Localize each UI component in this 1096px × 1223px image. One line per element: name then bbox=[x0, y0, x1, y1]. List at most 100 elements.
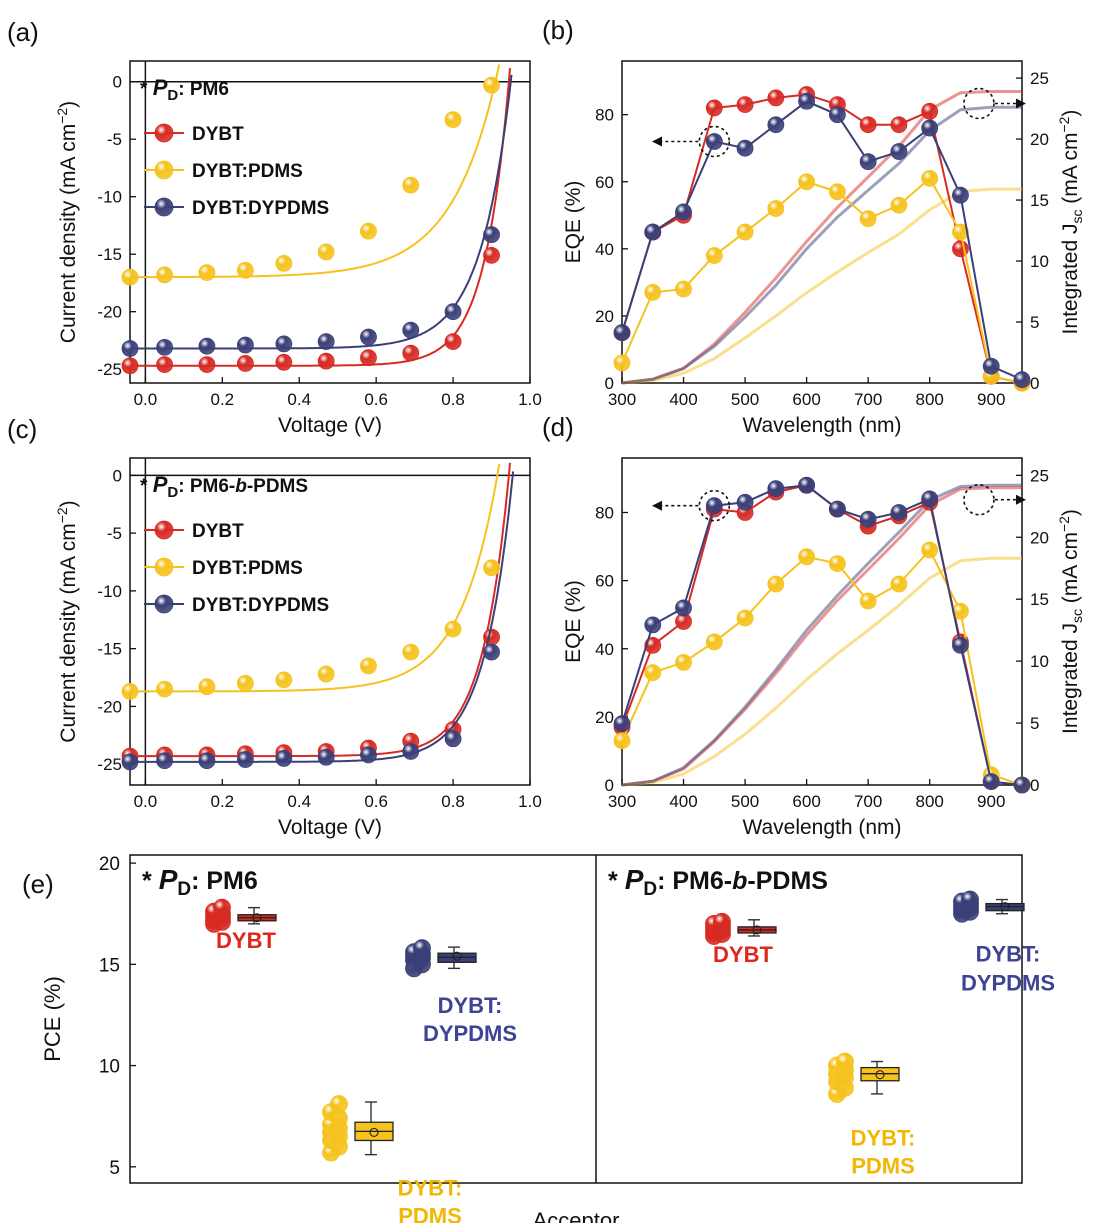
box-label: DYPDMS bbox=[961, 971, 1055, 996]
legend-label: DYBT:PDMS bbox=[192, 161, 303, 182]
legend-marker bbox=[154, 197, 174, 217]
data-point bbox=[317, 352, 335, 370]
data-point bbox=[613, 354, 631, 372]
y2-axis-label: Integrated Jsc (mA cm−2) bbox=[1056, 509, 1085, 734]
box-label: DYBT: bbox=[438, 993, 503, 1018]
data-point bbox=[859, 592, 877, 610]
left-arrow-head bbox=[652, 136, 662, 147]
data-point bbox=[121, 268, 139, 286]
legend-marker bbox=[154, 520, 174, 540]
y-axis-label-close: ) bbox=[57, 500, 80, 507]
x-tick-label: 300 bbox=[608, 792, 636, 811]
x-tick-label: 0.2 bbox=[210, 792, 234, 811]
data-point bbox=[317, 243, 335, 261]
x-tick-label: 0.6 bbox=[364, 792, 388, 811]
box-dybt: DYBT bbox=[705, 912, 777, 967]
box-label: DYBT: bbox=[398, 1175, 463, 1200]
data-point bbox=[444, 333, 462, 351]
data-point bbox=[644, 616, 662, 634]
legend-label: DYBT:DYPDMS bbox=[192, 198, 329, 219]
data-point bbox=[921, 490, 939, 508]
plot-frame bbox=[621, 60, 1023, 384]
right-arrow-head bbox=[1016, 98, 1026, 109]
raw-data-point bbox=[961, 890, 979, 909]
box-label: DYBT: bbox=[851, 1126, 916, 1151]
data-point bbox=[952, 186, 969, 204]
legend-entry: DYBT:PDMS bbox=[144, 160, 303, 182]
y-tick-label: 0 bbox=[605, 374, 614, 393]
y2-label-exponent: −2 bbox=[1056, 516, 1072, 532]
plot-frame bbox=[621, 457, 1023, 786]
data-point bbox=[767, 116, 785, 134]
x-tick-label: 600 bbox=[792, 390, 820, 409]
panel-c-jv-pm6-b-pdms: (c) 0.0 0.2 0.4 0.6 0.8 1.0 0 -5 -10 -15 -20 -25 Volt… bbox=[7, 414, 542, 839]
y2-label-close: ) bbox=[1059, 110, 1082, 117]
data-point bbox=[736, 493, 754, 511]
annotation-prefix: * bbox=[140, 476, 153, 497]
y2-tick-label: 25 bbox=[1030, 69, 1049, 88]
data-point bbox=[952, 223, 969, 241]
box-label: DYBT bbox=[713, 942, 773, 967]
left-arrow-head bbox=[652, 500, 662, 511]
y-tick-label: 20 bbox=[99, 854, 120, 875]
y-axis-label-main: Current density (mA cm bbox=[57, 124, 80, 343]
data-point bbox=[798, 476, 816, 494]
box-label: PDMS bbox=[851, 1154, 915, 1179]
raw-data-point bbox=[713, 912, 731, 931]
legend-entry: DYBT bbox=[144, 123, 244, 145]
legend-label: DYBT bbox=[192, 521, 244, 542]
plot-frame bbox=[129, 60, 531, 384]
y2-label-exponent: −2 bbox=[1056, 116, 1072, 132]
data-point bbox=[483, 76, 500, 94]
annotation-italic: b bbox=[235, 476, 247, 497]
panel-label: (e) bbox=[22, 869, 54, 899]
data-point bbox=[402, 643, 420, 661]
y-tick-label: 80 bbox=[595, 504, 614, 523]
legend-label: DYBT bbox=[192, 124, 244, 145]
x-axis-label: Voltage (V) bbox=[278, 816, 382, 839]
panel-label: (b) bbox=[542, 15, 574, 45]
data-point bbox=[198, 337, 216, 355]
left-axis-indicator-circle bbox=[698, 125, 731, 158]
y-tick-label: -20 bbox=[97, 303, 122, 322]
x-tick-label: 900 bbox=[977, 792, 1005, 811]
series-dybt-dypdms bbox=[121, 471, 515, 771]
raw-data-point bbox=[330, 1095, 348, 1113]
data-point bbox=[1013, 776, 1031, 794]
y2-label-sub: sc bbox=[1069, 210, 1085, 224]
panel-b-eqe-pm6: (b)300 400 500 600 700 800 9000204060800510152… bbox=[542, 15, 1085, 437]
series-line bbox=[130, 463, 501, 693]
y2-tick-label: 20 bbox=[1030, 130, 1049, 149]
annotation-sub: D bbox=[167, 484, 178, 501]
x-tick-label: 800 bbox=[916, 792, 944, 811]
annotation-tail: -PDMS bbox=[247, 476, 308, 497]
data-point bbox=[644, 664, 662, 681]
y-tick-label: 60 bbox=[595, 572, 614, 591]
y-tick-label: -5 bbox=[107, 524, 122, 543]
data-point bbox=[275, 335, 293, 353]
data-point bbox=[859, 153, 877, 171]
y2-tick-label: 15 bbox=[1030, 590, 1049, 609]
annotation-prefix: * bbox=[140, 79, 153, 100]
eqe-line bbox=[621, 100, 1023, 381]
x-axis-label: Wavelength (nm) bbox=[742, 414, 901, 437]
title-p: P bbox=[625, 864, 644, 895]
x-tick-label: 700 bbox=[854, 792, 882, 811]
title-prefix: * bbox=[608, 867, 625, 895]
group-title: * PD: PM6 bbox=[142, 864, 258, 900]
box-label: PDMS bbox=[398, 1203, 462, 1223]
data-point bbox=[859, 116, 877, 134]
y-tick-label: 0 bbox=[605, 776, 614, 795]
annotation-sub: D bbox=[167, 87, 178, 104]
data-point bbox=[890, 116, 908, 134]
data-point bbox=[483, 643, 500, 661]
y2-axis-label: Integrated Jsc (mA cm−2) bbox=[1056, 110, 1085, 335]
data-point bbox=[275, 353, 293, 371]
data-point bbox=[890, 575, 908, 593]
data-point bbox=[921, 169, 939, 187]
data-point bbox=[798, 548, 816, 566]
raw-data-point bbox=[836, 1052, 854, 1071]
y-tick-label: 60 bbox=[595, 173, 614, 192]
data-point bbox=[982, 773, 1000, 790]
data-point bbox=[736, 139, 754, 157]
